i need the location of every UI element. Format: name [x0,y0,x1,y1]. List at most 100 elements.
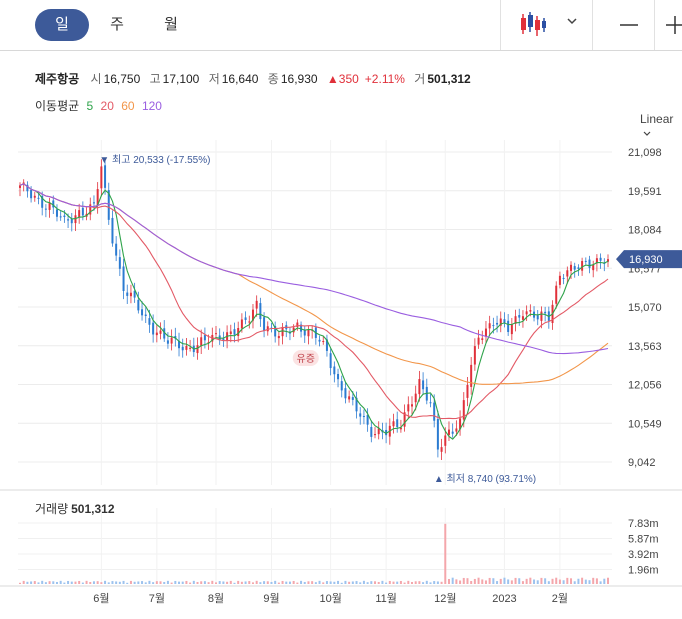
ma-60-label: 60 [121,99,135,113]
chart-type-button[interactable] [518,10,548,38]
candle [159,330,162,334]
candle [403,412,406,427]
volume-bar [200,581,203,584]
candle [166,340,169,344]
volume-bar [41,580,44,584]
volume-bar [85,580,88,584]
candle [377,428,380,435]
volume-bar [462,577,465,584]
volume-bar [414,581,417,584]
candle [466,385,469,398]
candle [37,197,40,199]
volume-bar [129,580,132,584]
tab-day[interactable]: 일 [35,9,89,41]
candle [544,311,547,314]
volume-bar [425,580,428,584]
candle [455,428,458,432]
volume-bar [159,581,162,584]
minus-icon[interactable] [618,14,640,36]
candle [19,185,21,188]
candle [422,380,425,390]
volume-bar [115,581,118,584]
plus-icon[interactable] [664,14,682,36]
candle [562,277,565,279]
volume-bar [499,578,502,584]
candle [244,317,247,321]
candle [200,337,203,347]
volume-bar [218,581,221,584]
volume-bar [466,578,469,584]
volume-bar [340,582,343,584]
candle [566,270,569,277]
candle [396,419,399,428]
volume-bar [259,582,262,584]
tab-week[interactable]: 주 [110,16,124,33]
volume-bar [503,577,506,584]
volume-bar [325,581,328,584]
ma-line-5 [19,183,609,440]
volume-bar [89,581,92,584]
candle [41,195,44,208]
candle [300,324,303,332]
volume-bar [126,582,129,584]
candle [259,303,262,320]
volume-bar [473,578,476,584]
candle [152,322,155,335]
candle [521,316,524,320]
volume-bar [215,582,217,584]
candle [459,418,462,430]
y-tick-label: 12,056 [628,380,662,392]
volume-bar [248,581,251,584]
candle [100,166,103,189]
candle [170,337,173,344]
volume-bar [314,582,317,584]
volume-bar [533,579,536,584]
open-value: 16,750 [103,72,141,86]
volume-bar [67,580,70,584]
candle [22,182,25,184]
candle [266,326,269,332]
candle [473,346,476,365]
volume-bar [100,582,103,584]
candle [470,364,473,387]
volume-bar [359,582,362,584]
candle [607,259,609,262]
ma-5-label: 5 [86,99,94,113]
volume-bar [48,581,51,584]
last-price-label: 16,930 [629,254,663,266]
candle [362,415,365,417]
candle [340,381,343,391]
candle [70,218,73,224]
x-tick-label: 2월 [552,592,568,605]
candle [514,316,517,324]
volume-bar [144,582,147,584]
volume-bar [111,581,114,584]
volume-bar [514,577,517,584]
volume-bar [451,577,454,584]
candle [26,184,29,192]
volume-bar [455,579,458,584]
volume-panel-label: 거래량 [35,502,69,516]
high-annotation: ▼ 최고 20,533 (-17.55%) [99,154,210,166]
volume-bar [174,580,177,584]
candle [30,189,33,199]
ma-label: 이동평균 [35,99,80,113]
volume-bar [166,580,169,584]
candle [81,207,84,216]
candle [444,435,447,446]
volume-panel-title: 거래량 501,312 [35,500,115,517]
candle [484,328,487,337]
volume-bar [407,580,410,584]
scale-toggle[interactable]: Linear [640,112,682,140]
tab-month[interactable]: 월 [164,16,178,33]
candle [48,202,51,210]
candle [155,332,158,336]
volume-bar [581,577,584,584]
volume-bar [607,577,609,584]
volume-bar [510,580,513,584]
event-annotation: 유증 [297,353,315,365]
chevron-down-icon[interactable] [566,16,578,26]
volume-bar [385,582,388,584]
candle [74,215,77,224]
